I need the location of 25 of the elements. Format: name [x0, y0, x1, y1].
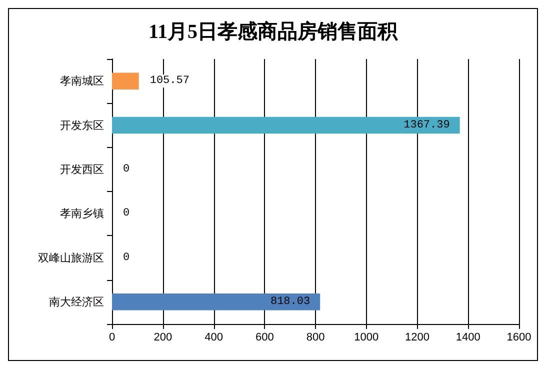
x-tick-label: 0	[108, 332, 116, 344]
x-tick-label: 1000	[354, 332, 379, 344]
y-tick-label: 孝南乡镇	[60, 207, 104, 220]
x-tick-label: 1600	[506, 332, 532, 344]
x-tick-label: 200	[154, 332, 172, 344]
chart-title: 11月5日孝感商品房销售面积	[148, 20, 398, 43]
y-tick-label: 双峰山旅游区	[38, 251, 104, 264]
bar	[112, 72, 139, 90]
y-tick-label: 孝南城区	[60, 74, 104, 88]
data-label: 0	[123, 163, 130, 176]
bar	[112, 294, 320, 310]
x-tick-label: 400	[204, 332, 223, 344]
y-tick-label: 开发东区	[60, 118, 104, 132]
data-label: 0	[123, 208, 130, 220]
x-tick-label: 1200	[405, 332, 430, 344]
y-tick-label: 开发西区	[60, 162, 104, 176]
data-label: 0	[123, 252, 130, 264]
x-tick-label: 1400	[456, 332, 480, 344]
data-label: 818.03	[270, 296, 310, 308]
data-label: 105.57	[150, 75, 190, 88]
y-tick-label: 南大经济区	[49, 295, 104, 308]
data-label: 1367.39	[404, 119, 450, 132]
bar	[112, 116, 460, 134]
x-tick-label: 800	[306, 332, 325, 344]
x-tick-label: 600	[255, 332, 274, 344]
